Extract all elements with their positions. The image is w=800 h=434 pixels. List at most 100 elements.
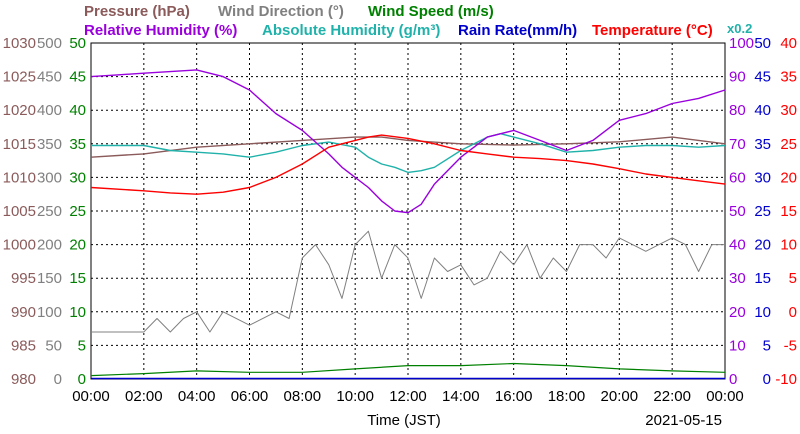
y-tick-humidity: 0 <box>729 371 737 388</box>
y-tick-pressure: 985 <box>11 337 36 354</box>
y-tick-humidity: 100 <box>729 35 754 52</box>
y-tick-wind-speed: 20 <box>69 237 86 254</box>
x-tick-label: 04:00 <box>178 388 216 405</box>
chart-date: 2021-05-15 <box>645 412 722 429</box>
y-tick-rain-rate: 20 <box>754 237 771 254</box>
y-tick-humidity: 40 <box>729 237 746 254</box>
x-tick-label: 06:00 <box>231 388 269 405</box>
y-tick-pressure: 1015 <box>3 136 36 153</box>
y-tick-temperature: 35 <box>780 69 797 86</box>
x-tick-label: 20:00 <box>601 388 639 405</box>
x-axis: 00:00 02:00 04:00 06:00 08:00 10:00 12:00 14:00… <box>72 388 744 405</box>
series-relative-humidity <box>90 69 726 214</box>
x-tick-label: 08:00 <box>284 388 322 405</box>
y-tick-wind-speed: 45 <box>69 69 86 86</box>
y-tick-pressure: 980 <box>11 371 36 388</box>
x-tick-label: 10:00 <box>336 388 374 405</box>
y-tick-temperature: 40 <box>780 35 797 52</box>
y-tick-wind-direction: 200 <box>37 237 62 254</box>
y-tick-pressure: 1010 <box>3 169 36 186</box>
y-tick-humidity: 70 <box>729 136 746 153</box>
legend-temperature: Temperature (°C) <box>592 22 713 39</box>
y-tick-humidity: 20 <box>729 304 746 321</box>
series-absolute-humidity-g-m <box>91 132 726 174</box>
y-tick-rain-rate: 30 <box>754 169 771 186</box>
series-wind-direction <box>91 230 725 333</box>
y-tick-pressure: 1000 <box>3 237 36 254</box>
y-tick-humidity: 50 <box>729 203 746 220</box>
y-tick-rain-rate: 35 <box>754 136 771 153</box>
grid <box>91 43 725 379</box>
y-tick-pressure: 1025 <box>3 69 36 86</box>
y-tick-rain-rate: 40 <box>754 102 771 119</box>
y-tick-wind-direction: 250 <box>37 203 62 220</box>
legend-relative-humidity: Relative Humidity (%) <box>84 22 237 39</box>
y-tick-rain-rate: 25 <box>754 203 771 220</box>
y-tick-wind-direction: 150 <box>37 270 62 287</box>
y-tick-rain-rate: 0 <box>763 371 771 388</box>
y-tick-rain-rate: 15 <box>754 270 771 287</box>
y-tick-wind-direction: 500 <box>37 35 62 52</box>
y-tick-wind-speed: 15 <box>69 270 86 287</box>
y-tick-humidity: 80 <box>729 102 746 119</box>
legend-wind-speed: Wind Speed (m/s) <box>368 3 494 20</box>
y-tick-wind-speed: 10 <box>69 304 86 321</box>
y-tick-temperature: 0 <box>789 304 797 321</box>
legend-pressure: Pressure (hPa) <box>84 3 190 20</box>
y-tick-wind-direction: 400 <box>37 102 62 119</box>
y-axes: 1030102510201015101010051000995990985980… <box>3 35 797 388</box>
y-tick-wind-speed: 30 <box>69 169 86 186</box>
y-tick-humidity: 30 <box>729 270 746 287</box>
legend-absolute-humidity: Absolute Humidity (g/m³) <box>262 22 440 39</box>
x-tick-label: 02:00 <box>125 388 163 405</box>
y-tick-wind-speed: 5 <box>78 337 86 354</box>
y-tick-temperature: 5 <box>789 270 797 287</box>
series-temperature-c <box>90 134 726 195</box>
y-tick-wind-speed: 40 <box>69 102 86 119</box>
x-tick-label: 00:00 <box>706 388 744 405</box>
y-tick-pressure: 990 <box>11 304 36 321</box>
legend-wind-direction: Wind Direction (°) <box>218 3 344 20</box>
y-tick-pressure: 1030 <box>3 35 36 52</box>
x-tick-label: 14:00 <box>442 388 480 405</box>
y-tick-rain-rate: 45 <box>754 69 771 86</box>
y-tick-wind-direction: 100 <box>37 304 62 321</box>
x-tick-label: 22:00 <box>653 388 691 405</box>
y-tick-wind-direction: 450 <box>37 69 62 86</box>
y-tick-wind-direction: 350 <box>37 136 62 153</box>
x-tick-label: 16:00 <box>495 388 533 405</box>
y-tick-humidity: 90 <box>729 69 746 86</box>
y-tick-temperature: 15 <box>780 203 797 220</box>
y-tick-pressure: 1020 <box>3 102 36 119</box>
y-tick-temperature: 30 <box>780 102 797 119</box>
legend-rh-scale-note: x0.2 <box>727 21 752 36</box>
y-tick-rain-rate: 5 <box>763 337 771 354</box>
y-tick-pressure: 995 <box>11 270 36 287</box>
y-tick-wind-direction: 0 <box>54 371 62 388</box>
x-tick-label: 12:00 <box>389 388 427 405</box>
x-tick-label: 18:00 <box>548 388 586 405</box>
y-tick-rain-rate: 50 <box>754 35 771 52</box>
y-tick-wind-speed: 50 <box>69 35 86 52</box>
x-axis-label: Time (JST) <box>367 412 441 429</box>
y-tick-humidity: 60 <box>729 169 746 186</box>
y-tick-temperature: -5 <box>784 337 797 354</box>
y-tick-temperature: 20 <box>780 169 797 186</box>
y-tick-temperature: 10 <box>780 237 797 254</box>
legend-rain-rate: Rain Rate(mm/h) <box>458 22 577 39</box>
y-tick-wind-direction: 300 <box>37 169 62 186</box>
y-tick-temperature: 25 <box>780 136 797 153</box>
series-wind-speed-m-s <box>90 362 726 377</box>
series-layer <box>90 69 726 380</box>
y-tick-pressure: 1005 <box>3 203 36 220</box>
y-tick-wind-direction: 50 <box>45 337 62 354</box>
y-tick-wind-speed: 35 <box>69 136 86 153</box>
y-tick-temperature: -10 <box>775 371 797 388</box>
y-tick-rain-rate: 10 <box>754 304 771 321</box>
y-tick-wind-speed: 25 <box>69 203 86 220</box>
y-tick-humidity: 10 <box>729 337 746 354</box>
series-pressure-hpa <box>90 136 726 158</box>
legend: Pressure (hPa) Wind Direction (°) Wind S… <box>84 3 752 39</box>
x-tick-label: 00:00 <box>72 388 110 405</box>
